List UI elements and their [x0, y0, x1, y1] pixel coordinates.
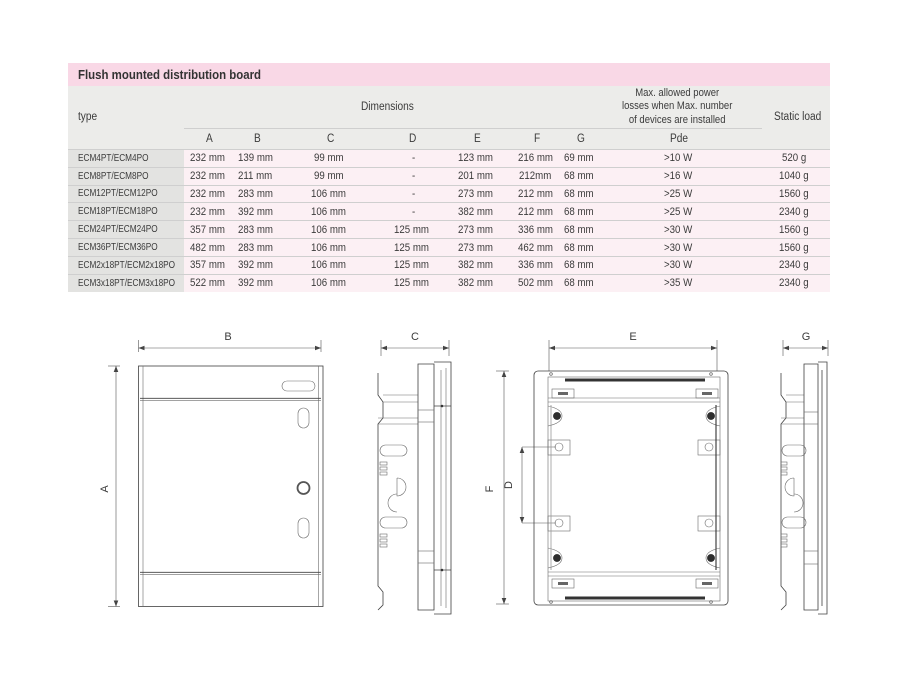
svg-text:F: F	[484, 485, 496, 492]
svg-text:G: G	[802, 331, 811, 343]
svg-text:D: D	[503, 481, 515, 489]
svg-text:E: E	[629, 331, 636, 343]
svg-text:A: A	[99, 485, 111, 493]
svg-text:C: C	[411, 331, 419, 343]
svg-text:B: B	[224, 331, 231, 343]
